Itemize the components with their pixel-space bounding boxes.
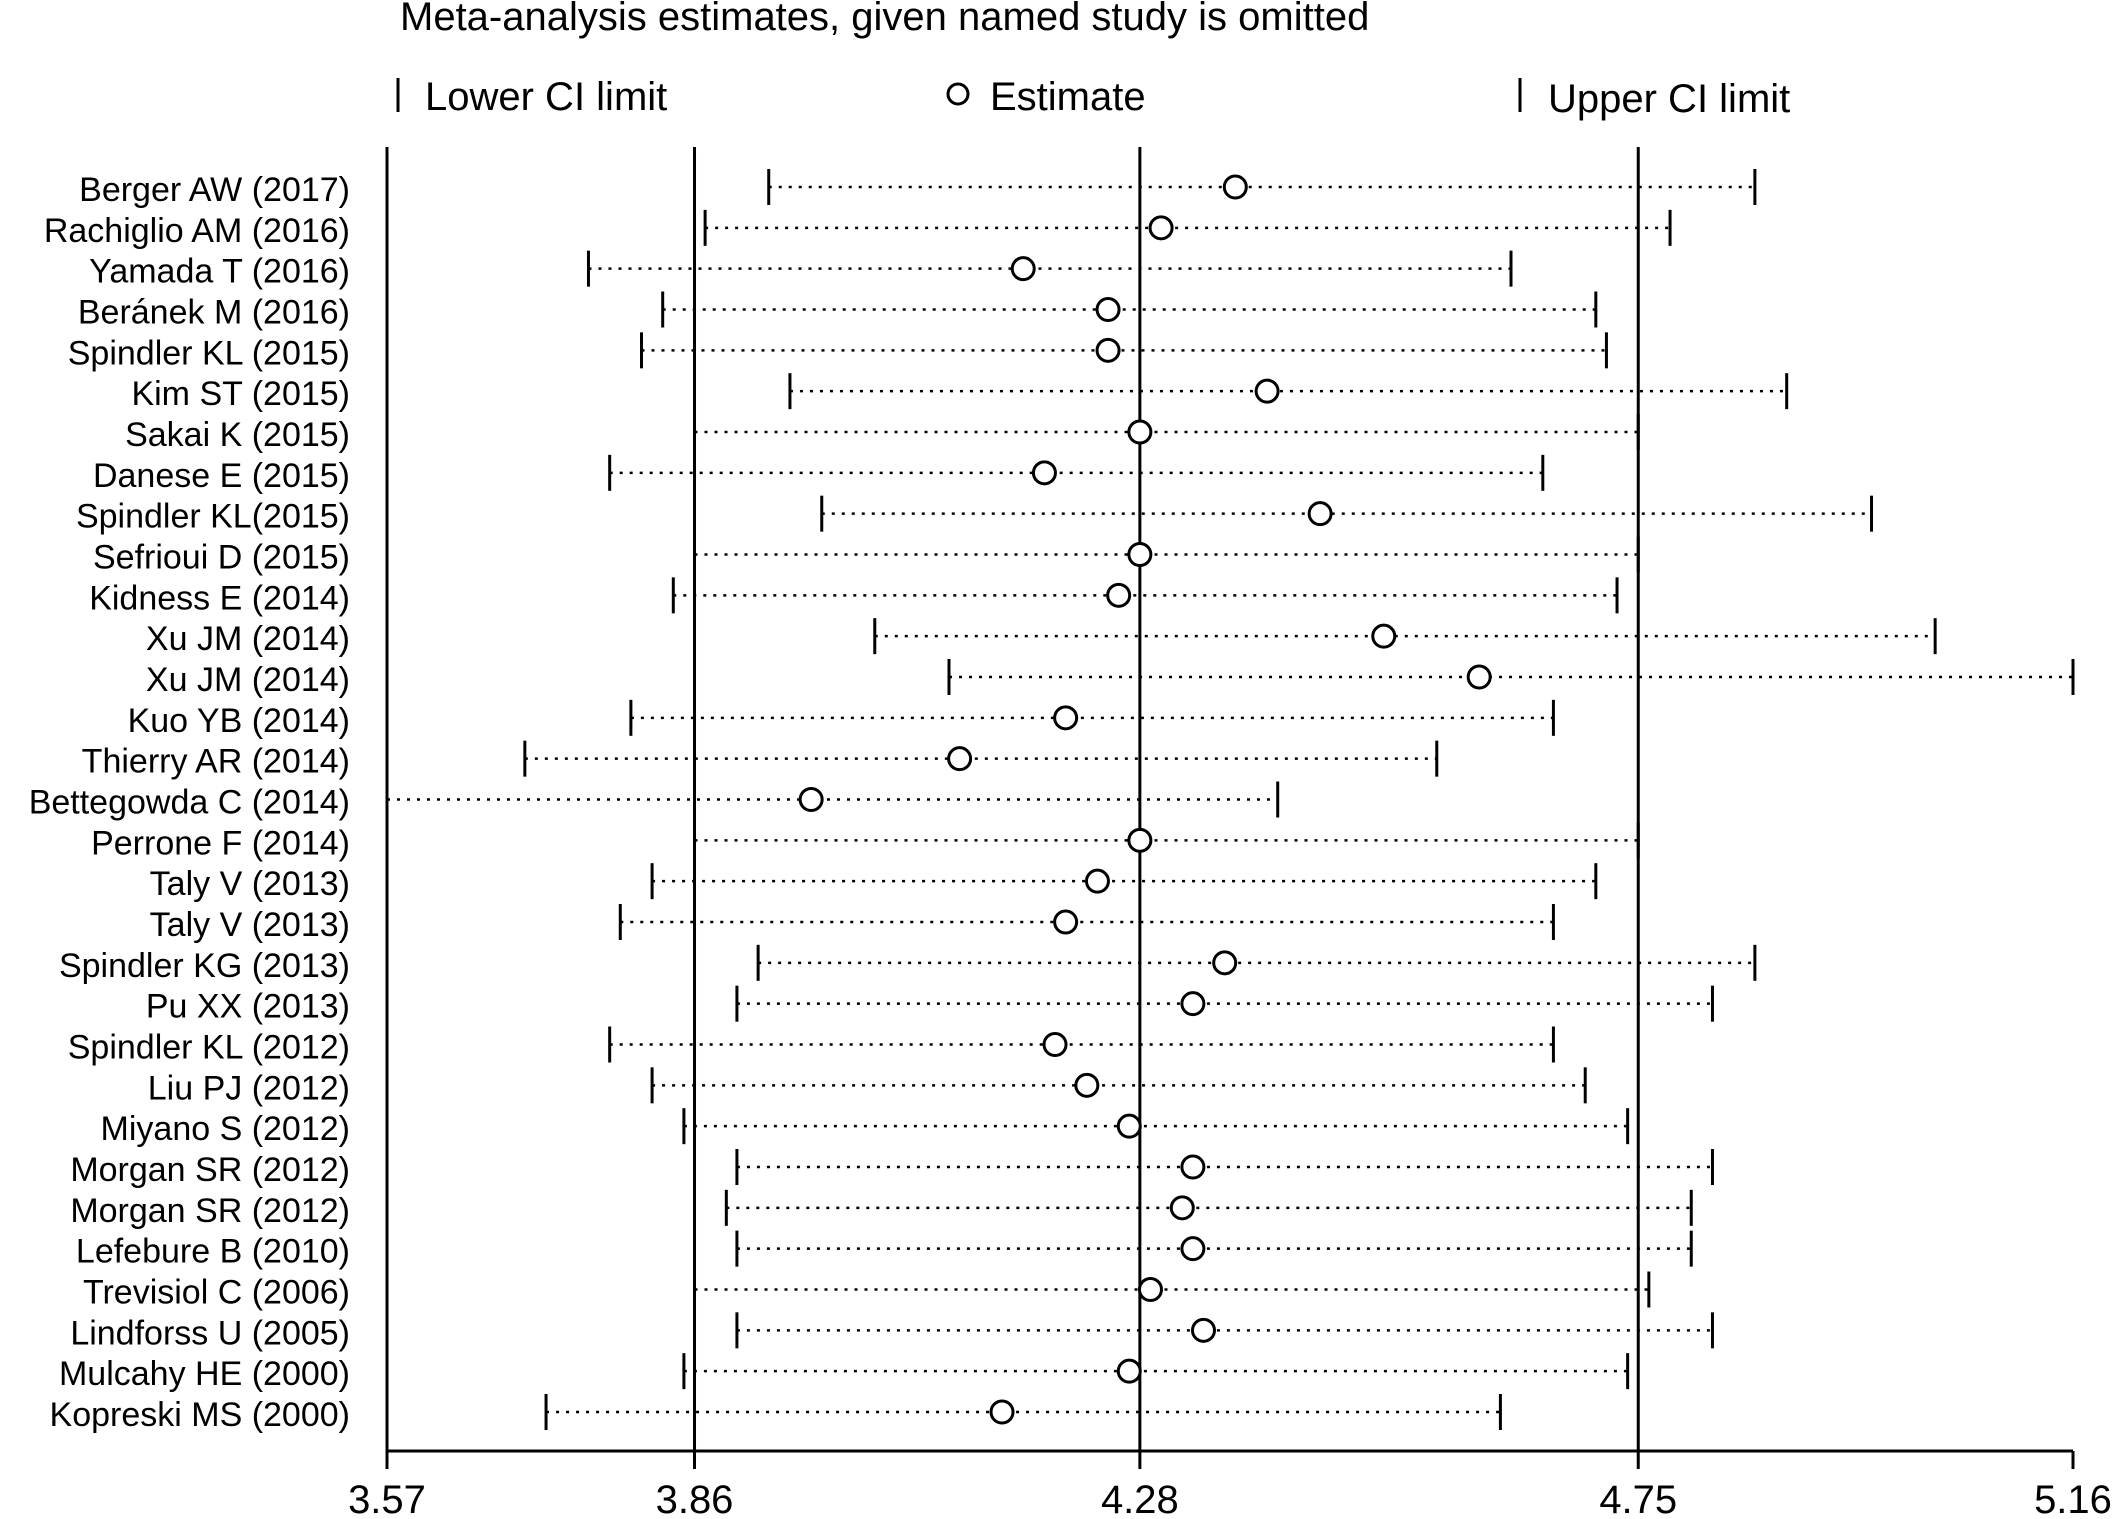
study-label: Kim ST (2015) (131, 375, 350, 413)
estimate-point (1053, 705, 1079, 731)
study-label: Beránek M (2016) (78, 294, 350, 332)
study-label: Sakai K (2015) (125, 416, 350, 454)
study-label: Liu PJ (2012) (148, 1069, 350, 1107)
study-label: Danese E (2015) (93, 457, 350, 495)
estimate-point (1116, 1358, 1142, 1384)
study-label: Morgan SR (2012) (70, 1192, 350, 1230)
x-tick-label: 5.16 (2034, 1478, 2112, 1519)
x-tick-label: 3.86 (656, 1478, 734, 1519)
estimate-point (1074, 1072, 1100, 1098)
estimate-point (1031, 460, 1057, 486)
x-tick-label: 3.57 (348, 1478, 426, 1519)
study-label: Bettegowda C (2014) (29, 784, 350, 822)
estimate-point (989, 1399, 1015, 1425)
study-label: Spindler KL (2012) (68, 1029, 350, 1067)
estimate-point (1084, 868, 1110, 894)
x-tick-label: 4.28 (1101, 1478, 1179, 1519)
estimate-point (1254, 378, 1280, 404)
study-label: Berger AW (2017) (79, 171, 350, 209)
study-label: Taly V (2013) (150, 906, 350, 944)
estimate-point (1180, 1236, 1206, 1262)
legend: Lower CI limit Estimate Upper CI limit (396, 75, 1790, 121)
study-label: Trevisiol C (2006) (83, 1274, 350, 1312)
study-label: Lefebure B (2010) (76, 1233, 350, 1271)
legend-estimate-label: Estimate (990, 75, 1146, 119)
study-label: Kidness E (2014) (89, 579, 350, 617)
study-label: Perrone F (2014) (91, 824, 350, 862)
estimate-point (1106, 582, 1132, 608)
estimate-point (947, 746, 973, 772)
study-label: Kuo YB (2014) (128, 702, 350, 740)
estimate-point (1180, 991, 1206, 1017)
study-label: Sefrioui D (2015) (93, 539, 350, 577)
study-label: Yamada T (2016) (89, 253, 350, 291)
estimate-point (1222, 174, 1248, 200)
study-label: Rachiglio AM (2016) (44, 212, 350, 250)
estimate-point (1190, 1317, 1216, 1343)
estimate-point (1042, 1032, 1068, 1057)
study-label: Spindler KL(2015) (76, 498, 350, 536)
estimate-point (1212, 950, 1238, 976)
x-tick-label: 4.75 (1599, 1478, 1677, 1519)
estimate-point (1127, 827, 1153, 853)
study-label: Morgan SR (2012) (70, 1151, 350, 1189)
estimate-point (1127, 542, 1153, 567)
study-label: Taly V (2013) (150, 865, 350, 903)
study-label: Miyano S (2012) (101, 1110, 350, 1148)
estimate-point (1307, 501, 1333, 527)
legend-estimate-marker (946, 82, 970, 106)
estimate-point (1053, 909, 1079, 935)
study-label: Xu JM (2014) (146, 661, 350, 699)
study-label: Xu JM (2014) (146, 620, 350, 658)
estimate-point (1180, 1154, 1206, 1180)
estimate-point (1466, 664, 1492, 690)
estimate-point (1095, 297, 1121, 322)
legend-lower-ci-label: Lower CI limit (425, 75, 667, 119)
estimate-point (1127, 419, 1153, 445)
estimate-point (1371, 623, 1397, 649)
estimate-point (1169, 1195, 1195, 1221)
study-label: Spindler KL (2015) (68, 334, 350, 372)
estimate-point (1148, 215, 1174, 241)
plot-area: 3.57 3.86 4.28 4.75 5.16 Berger AW (2017)Rach… (29, 147, 2112, 1519)
study-label: Thierry AR (2014) (82, 743, 350, 781)
estimate-point (1095, 337, 1121, 363)
legend-upper-ci-label: Upper CI limit (1548, 77, 1790, 121)
chart-title: Meta-analysis estimates, given named stu… (400, 0, 1369, 39)
study-label: Kopreski MS (2000) (50, 1396, 350, 1434)
study-label: Spindler KG (2013) (59, 947, 350, 985)
estimate-point (1116, 1113, 1142, 1139)
estimate-point (798, 787, 824, 812)
study-label: Pu XX (2013) (146, 988, 350, 1026)
estimate-point (1137, 1277, 1163, 1302)
estimate-point (1010, 256, 1036, 282)
study-label: Lindforss U (2005) (70, 1314, 350, 1352)
study-label: Mulcahy HE (2000) (59, 1355, 350, 1393)
